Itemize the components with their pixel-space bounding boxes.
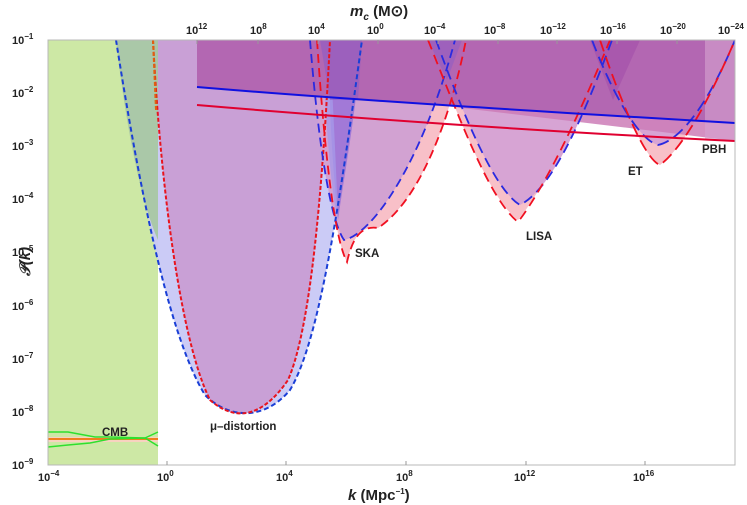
top-tick: 10−24 — [718, 22, 744, 37]
y-tick: 10−3 — [12, 138, 34, 153]
x-tick: 108 — [396, 469, 413, 484]
x-tick: 104 — [276, 469, 293, 484]
et-red-dashed — [599, 40, 735, 167]
cmb-green-lower — [48, 437, 159, 448]
top-tick: 10−4 — [424, 22, 446, 37]
label-mu-distortion: μ–distortion — [210, 421, 276, 433]
x-tick: 10−4 — [38, 469, 60, 484]
top-axis-title: mc (M⊙) — [350, 3, 408, 23]
ska-top-overlap — [320, 40, 362, 100]
svg-text:10−6: 10−6 — [12, 298, 34, 313]
x-tick: 1012 — [514, 469, 536, 484]
svg-text:10−2: 10−2 — [12, 85, 34, 100]
top-tick: 10−12 — [540, 22, 566, 37]
mu-distortion-red-region — [153, 40, 330, 414]
label-cmb: CMB — [102, 427, 128, 439]
y-tick: 10−6 — [12, 298, 34, 313]
svg-text:10−8: 10−8 — [12, 404, 34, 419]
top-tick: 100 — [367, 22, 384, 37]
label-lisa: LISA — [526, 231, 552, 243]
svg-text:10−5: 10−5 — [12, 244, 34, 259]
svg-text:10−4: 10−4 — [12, 191, 34, 206]
top-tick: 104 — [308, 22, 325, 37]
lisa-blue-dashed — [435, 40, 613, 207]
top-tick: 1012 — [186, 22, 208, 37]
lisa-top-overlap — [428, 40, 462, 80]
svg-text:10−3: 10−3 — [12, 138, 34, 153]
plot-area — [48, 40, 735, 465]
ska-red-dashed — [316, 40, 467, 265]
et-top-overlap — [590, 40, 640, 100]
label-ska: SKA — [355, 248, 379, 260]
top-tick: 108 — [250, 22, 267, 37]
ska-blue-dashed — [309, 40, 456, 241]
svg-text:10−1: 10−1 — [12, 32, 34, 47]
y-tick: 10−8 — [12, 404, 34, 419]
x-tick: 100 — [157, 469, 174, 484]
x-axis-bottom: 10−4 100 104 108 1012 1016 — [38, 461, 655, 484]
y-tick: 10−5 — [12, 244, 34, 259]
pbh-red-line — [196, 104, 735, 142]
cmb-mu-overlap — [116, 40, 158, 240]
top-tick: 10−8 — [484, 22, 506, 37]
svg-text:10−7: 10−7 — [12, 351, 34, 366]
cmb-green-upper — [48, 431, 159, 439]
top-tick: 10−20 — [660, 22, 686, 37]
pbh-blue-line — [196, 86, 735, 124]
plot-frame — [47, 39, 736, 466]
y-tick: 10−1 — [12, 32, 34, 47]
label-pbh: PBH — [702, 144, 726, 156]
y-tick: 10−7 — [12, 351, 34, 366]
pbh-right-light — [705, 40, 735, 140]
y-tick: 10−9 — [12, 457, 34, 472]
x-axis-top: 1012 108 104 100 10−4 10−8 10−12 10−16 1… — [186, 22, 744, 44]
y-tick: 10−2 — [12, 85, 34, 100]
mu-distortion-red-dashed — [152, 40, 331, 415]
et-blue-dashed — [591, 40, 735, 146]
y-tick: 10−4 — [12, 191, 34, 206]
svg-text:10−9: 10−9 — [12, 457, 34, 472]
x-axis-title: k (Mpc−1) — [348, 487, 410, 504]
label-et: ET — [628, 166, 643, 178]
x-tick: 1016 — [633, 469, 655, 484]
y-axis: 10−1 10−2 10−3 10−4 10−5 10−6 10−7 10−8 … — [12, 32, 34, 472]
mu-distortion-blue-dashed — [115, 40, 363, 415]
top-tick: 10−16 — [600, 22, 626, 37]
y-axis-title: 𝒫(k) — [17, 247, 34, 277]
